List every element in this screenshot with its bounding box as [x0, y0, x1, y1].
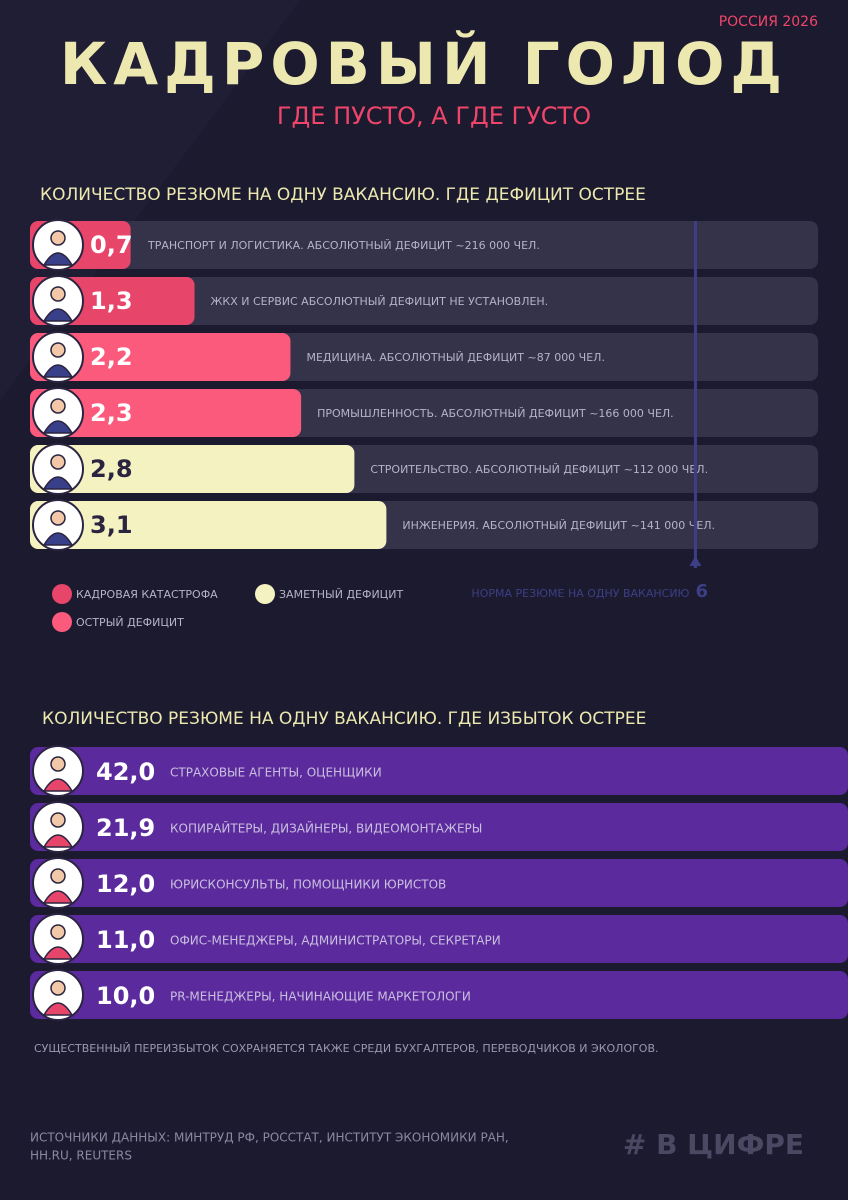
chart-title: КОЛИЧЕСТВО РЕЗЮМЕ НА ОДНУ ВАКАНСИЮ. ГДЕ … [42, 709, 646, 729]
bar [30, 803, 848, 851]
legend-label: КАДРОВАЯ КАТАСТРОФА [76, 588, 218, 601]
value-label: 2,8 [90, 455, 133, 483]
value-label: 1,3 [90, 287, 133, 315]
value-label: 2,3 [90, 399, 133, 427]
logo: # В ЦИФРЕ [623, 1128, 804, 1161]
icon [42, 1002, 74, 1016]
value-label: 12,0 [96, 870, 155, 898]
value-label: 21,9 [96, 814, 155, 842]
legend-marker [52, 612, 72, 632]
icon [50, 980, 66, 996]
value-label: 0,7 [90, 231, 133, 259]
category-label: СТРАХОВЫЕ АГЕНТЫ, ОЦЕНЩИКИ [170, 766, 382, 780]
title: КАДРОВЫЙ ГОЛОД [60, 29, 788, 98]
legend-marker [255, 584, 275, 604]
icon [50, 286, 66, 302]
bar [30, 915, 848, 963]
icon [50, 454, 66, 470]
reference-value: 6 [695, 581, 708, 602]
icon [42, 420, 74, 434]
icon [42, 890, 74, 904]
subtitle: ГДЕ ПУСТО, А ГДЕ ГУСТО [277, 102, 591, 130]
icon [50, 756, 66, 772]
icon [50, 398, 66, 414]
icon [42, 252, 74, 266]
category-label: ПРОМЫШЛЕННОСТЬ. АБСОЛЮТНЫЙ ДЕФИЦИТ ~166 … [317, 407, 674, 420]
icon [50, 924, 66, 940]
legend-label: ОСТРЫЙ ДЕФИЦИТ [76, 616, 184, 629]
bar [30, 971, 848, 1019]
reference-arrow [689, 556, 702, 566]
icon [50, 342, 66, 358]
value-label: 10,0 [96, 982, 155, 1010]
icon [42, 778, 74, 792]
badge: РОССИЯ 2026 [719, 14, 818, 30]
category-label: ИНЖЕНЕРИЯ. АБСОЛЮТНЫЙ ДЕФИЦИТ ~141 000 Ч… [402, 519, 715, 532]
icon [42, 532, 74, 546]
value-label: 3,1 [90, 511, 133, 539]
reference-label: НОРМА РЕЗЮМЕ НА ОДНУ ВАКАНСИЮ [471, 587, 689, 600]
category-label: МЕДИЦИНА. АБСОЛЮТНЫЙ ДЕФИЦИТ ~87 000 ЧЕЛ… [306, 351, 605, 364]
track [30, 221, 818, 269]
icon [50, 510, 66, 526]
chart-title: КОЛИЧЕСТВО РЕЗЮМЕ НА ОДНУ ВАКАНСИЮ. ГДЕ … [40, 185, 646, 205]
legend-label: ЗАМЕТНЫЙ ДЕФИЦИТ [279, 588, 403, 601]
track [30, 277, 818, 325]
bar [30, 859, 848, 907]
category-label: PR-МЕНЕДЖЕРЫ, НАЧИНАЮЩИЕ МАРКЕТОЛОГИ [170, 990, 471, 1004]
legend-marker [52, 584, 72, 604]
category-label: ЖКХ И СЕРВИС АБСОЛЮТНЫЙ ДЕФИЦИТ НЕ УСТАН… [211, 295, 549, 308]
category-label: СТРОИТЕЛЬСТВО. АБСОЛЮТНЫЙ ДЕФИЦИТ ~112 0… [370, 463, 708, 476]
category-label: ОФИС-МЕНЕДЖЕРЫ, АДМИНИСТРАТОРЫ, СЕКРЕТАР… [170, 934, 501, 948]
icon [50, 230, 66, 246]
icon [42, 476, 74, 490]
bar [30, 445, 355, 493]
value-label: 11,0 [96, 926, 155, 954]
value-label: 42,0 [96, 758, 155, 786]
icon [42, 834, 74, 848]
bar [30, 501, 387, 549]
icon [42, 308, 74, 322]
category-label: ЮРИСКОНСУЛЬТЫ, ПОМОЩНИКИ ЮРИСТОВ [170, 878, 446, 892]
category-label: КОПИРАЙТЕРЫ, ДИЗАЙНЕРЫ, ВИДЕОМОНТАЖЕРЫ [170, 821, 482, 836]
sources: ИСТОЧНИКИ ДАННЫХ: МИНТРУД РФ, РОССТАТ, И… [30, 1131, 509, 1145]
icon [50, 868, 66, 884]
icon [50, 812, 66, 828]
note: СУЩЕСТВЕННЫЙ ПЕРЕИЗБЫТОК СОХРАНЯЕТСЯ ТАК… [34, 1042, 659, 1055]
icon [42, 364, 74, 378]
value-label: 2,2 [90, 343, 133, 371]
icon [42, 946, 74, 960]
sources: HH.RU, REUTERS [30, 1149, 132, 1163]
bar [30, 389, 302, 437]
bar [30, 333, 291, 381]
category-label: ТРАНСПОРТ И ЛОГИСТИКА. АБСОЛЮТНЫЙ ДЕФИЦИ… [147, 239, 540, 252]
bar [30, 747, 848, 795]
